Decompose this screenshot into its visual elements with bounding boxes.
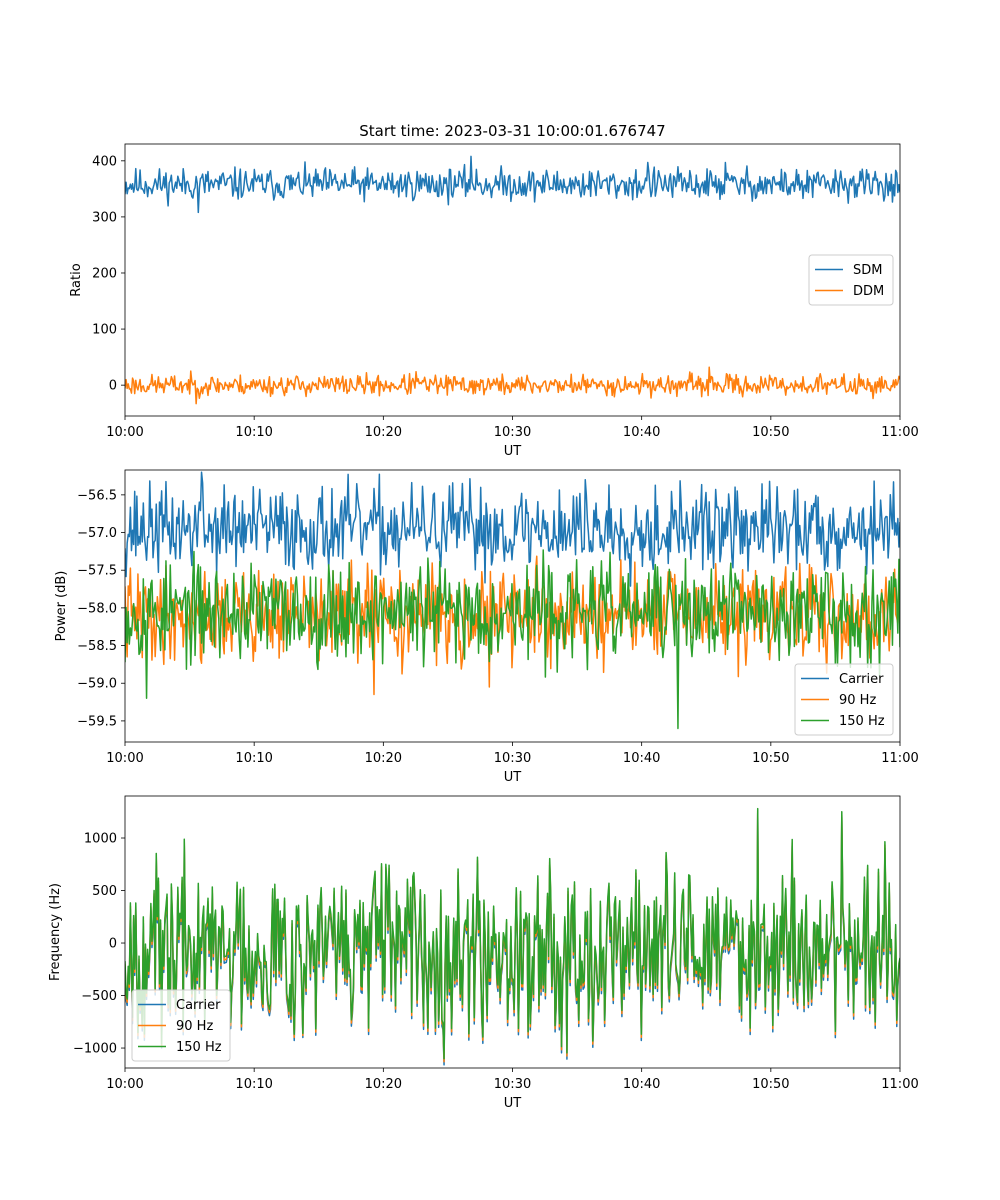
legend: Carrier 90 Hz 150 Hz <box>794 663 894 736</box>
y-tick-label: −59.0 <box>77 677 117 692</box>
y-tick-label: −58.5 <box>77 639 117 654</box>
x-axis-label: UT <box>504 770 522 785</box>
y-tick-label: 0 <box>109 379 117 394</box>
y-axis-label: Frequency (Hz) <box>48 883 63 981</box>
panels: 10:00 10:10 10:20 10:30 10:40 10:50 11:00 0 100 2… <box>48 143 919 1111</box>
x-tick-label: 10:10 <box>235 751 272 766</box>
legend-label: DDM <box>853 284 884 299</box>
y-tick-label: 300 <box>92 210 117 225</box>
y-tick-label: 0 <box>109 937 117 952</box>
series-line-ddm <box>125 366 900 405</box>
y-tick-label: 100 <box>92 323 117 338</box>
series-group <box>125 807 900 1066</box>
x-tick-label: 10:20 <box>365 1077 402 1092</box>
y-tick-label: 400 <box>92 154 117 169</box>
x-tick-label: 10:10 <box>235 425 272 440</box>
panel-3: 10:00 10:10 10:20 10:30 10:40 10:50 11:00 −1000… <box>48 795 919 1111</box>
x-tick-label: 10:50 <box>752 751 789 766</box>
series-line-150-hz <box>125 807 900 1060</box>
series-group <box>125 471 900 730</box>
x-tick-label: 10:30 <box>494 751 531 766</box>
figure-title: Start time: 2023-03-31 10:00:01.676747 <box>359 122 665 140</box>
y-axis-label: Power (dB) <box>54 571 69 642</box>
legend: Carrier 90 Hz 150 Hz <box>131 989 231 1062</box>
y-tick-label: −57.5 <box>77 564 117 579</box>
legend-label: Carrier <box>176 998 221 1013</box>
legend-label: 90 Hz <box>176 1019 213 1034</box>
legend-label: 150 Hz <box>839 714 885 729</box>
series-line-150-hz <box>125 549 900 730</box>
x-tick-label: 10:00 <box>106 425 143 440</box>
legend-box <box>131 989 231 1062</box>
x-tick-label: 10:00 <box>106 1077 143 1092</box>
legend-label: SDM <box>853 263 882 278</box>
x-tick-label: 10:10 <box>235 1077 272 1092</box>
x-axis-label: UT <box>504 444 522 459</box>
y-tick-label: −58.0 <box>77 601 117 616</box>
x-tick-label: 10:20 <box>365 425 402 440</box>
x-tick-label: 10:40 <box>623 425 660 440</box>
x-tick-label: 10:30 <box>494 1077 531 1092</box>
legend-label: Carrier <box>839 672 884 687</box>
series-group <box>125 155 900 405</box>
y-tick-label: 200 <box>92 266 117 281</box>
x-tick-label: 10:50 <box>752 1077 789 1092</box>
y-tick-label: 1000 <box>84 832 117 847</box>
series-line-sdm <box>125 155 900 214</box>
y-tick-label: −57.0 <box>77 526 117 541</box>
panel-1: 10:00 10:10 10:20 10:30 10:40 10:50 11:00 0 100 2… <box>69 143 919 459</box>
y-axis-label: Ratio <box>69 263 84 296</box>
series-line-carrier <box>125 471 900 587</box>
x-tick-label: 10:40 <box>623 751 660 766</box>
x-tick-label: 11:00 <box>881 751 918 766</box>
legend-box <box>794 663 894 736</box>
y-tick-label: −59.5 <box>77 714 117 729</box>
x-tick-label: 10:20 <box>365 751 402 766</box>
x-tick-label: 10:30 <box>494 425 531 440</box>
y-tick-label: −500 <box>81 989 117 1004</box>
panel-2: 10:00 10:10 10:20 10:30 10:40 10:50 11:00 −59.5… <box>54 469 919 785</box>
legend-label: 90 Hz <box>839 693 876 708</box>
legend: SDM DDM <box>808 254 894 306</box>
y-tick-label: −56.5 <box>77 488 117 503</box>
x-tick-label: 10:00 <box>106 751 143 766</box>
x-tick-label: 10:50 <box>752 425 789 440</box>
x-tick-label: 11:00 <box>881 425 918 440</box>
y-tick-label: −1000 <box>73 1042 117 1057</box>
y-tick-label: 500 <box>92 884 117 899</box>
x-tick-label: 11:00 <box>881 1077 918 1092</box>
x-tick-label: 10:40 <box>623 1077 660 1092</box>
legend-label: 150 Hz <box>176 1040 222 1055</box>
series-line-90-hz <box>125 555 900 696</box>
x-axis-label: UT <box>504 1096 522 1111</box>
legend-box <box>808 254 894 306</box>
